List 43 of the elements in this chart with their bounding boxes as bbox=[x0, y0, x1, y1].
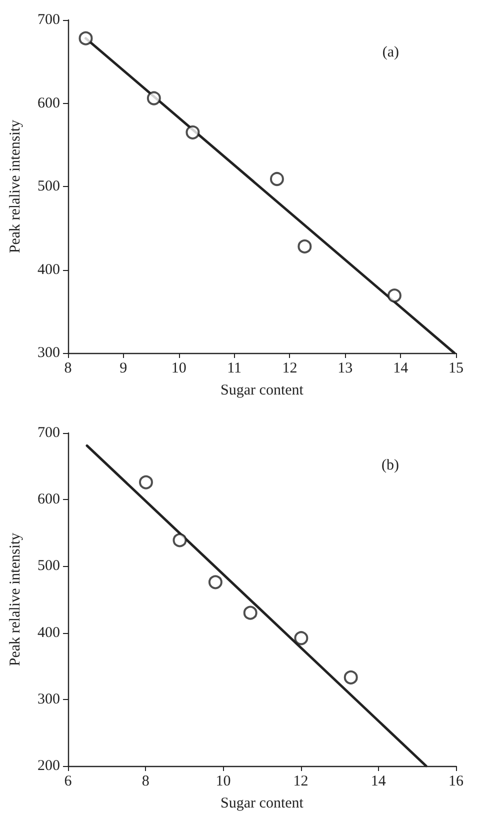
y-tick-label: 500 bbox=[38, 178, 60, 194]
point bbox=[186, 125, 200, 140]
y-tick-label: 600 bbox=[38, 492, 60, 508]
x-axis-title: Sugar content bbox=[220, 382, 304, 398]
x-axis-title: Sugar content bbox=[220, 796, 304, 812]
point bbox=[270, 172, 284, 186]
point bbox=[172, 533, 187, 548]
x-tick-label: 13 bbox=[338, 360, 353, 376]
x-tick-label: 12 bbox=[282, 360, 298, 376]
x-tick-label: 15 bbox=[448, 360, 464, 376]
y-tick-label: 500 bbox=[38, 558, 60, 574]
x-tick-label: 14 bbox=[393, 360, 409, 376]
y-tick-label: 400 bbox=[38, 624, 60, 641]
annotation: (a) bbox=[382, 44, 400, 60]
x-tick-label: 11 bbox=[227, 360, 242, 376]
y-tick-label: 300 bbox=[38, 345, 60, 361]
y-axis-title: Peak relalive intensity bbox=[8, 532, 24, 666]
point bbox=[208, 575, 222, 590]
y-tick-label: 300 bbox=[38, 691, 60, 708]
y-tick-label: 700 bbox=[38, 12, 60, 28]
x-tick-label: 10 bbox=[171, 360, 186, 376]
point bbox=[243, 606, 258, 620]
y-axis-title: Peak relalive intensity bbox=[8, 119, 24, 254]
x-tick-label: 6 bbox=[64, 774, 72, 790]
y-tick-label: 400 bbox=[38, 262, 60, 278]
x-tick-label: 16 bbox=[448, 774, 464, 790]
point bbox=[344, 670, 358, 684]
point bbox=[146, 91, 161, 106]
x-tick-label: 12 bbox=[293, 774, 308, 790]
point bbox=[294, 631, 308, 646]
point bbox=[298, 239, 312, 254]
y-tick-label: 700 bbox=[38, 425, 60, 441]
x-tick-label: 8 bbox=[142, 774, 150, 790]
y-tick-label: 600 bbox=[38, 95, 60, 112]
x-tick-label: 14 bbox=[370, 774, 386, 790]
point bbox=[139, 475, 153, 490]
x-tick-label: 9 bbox=[120, 360, 128, 376]
point bbox=[78, 31, 93, 46]
y-tick-label: 200 bbox=[38, 758, 60, 774]
point bbox=[387, 288, 402, 303]
annotation: (b) bbox=[382, 458, 400, 474]
x-tick-label: 10 bbox=[216, 774, 231, 790]
x-tick-label: 8 bbox=[64, 360, 72, 376]
